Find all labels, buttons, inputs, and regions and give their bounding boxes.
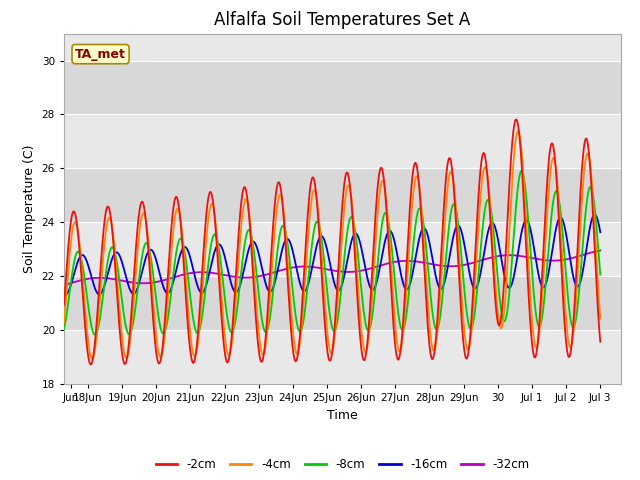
- Legend: -2cm, -4cm, -8cm, -16cm, -32cm: -2cm, -4cm, -8cm, -16cm, -32cm: [151, 454, 534, 476]
- Title: Alfalfa Soil Temperatures Set A: Alfalfa Soil Temperatures Set A: [214, 11, 470, 29]
- Bar: [64, 330, 621, 384]
- Bar: [64, 7, 621, 60]
- X-axis label: Time: Time: [327, 408, 358, 421]
- Text: TA_met: TA_met: [75, 48, 126, 60]
- Bar: [64, 276, 621, 330]
- Bar: [64, 222, 621, 276]
- Bar: [64, 168, 621, 222]
- Y-axis label: Soil Temperature (C): Soil Temperature (C): [23, 144, 36, 273]
- Bar: [64, 114, 621, 168]
- Bar: [64, 60, 621, 114]
